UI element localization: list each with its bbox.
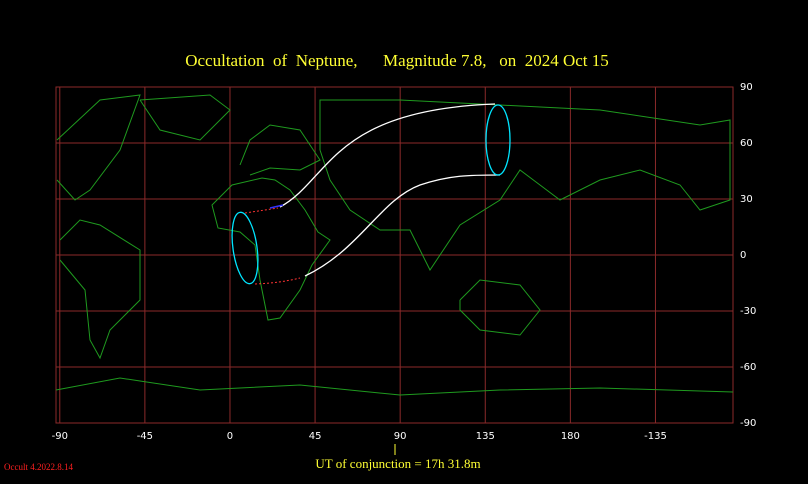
x-tick-label: 0 (227, 431, 233, 442)
y-tick-label: 0 (740, 250, 746, 261)
path-limit-dotted (254, 277, 301, 285)
x-tick-label: -90 (52, 431, 68, 442)
limit-ellipse (485, 104, 511, 176)
limit-ellipse (231, 211, 259, 285)
y-tick-label: 90 (740, 82, 753, 93)
y-tick-label: -60 (740, 362, 756, 373)
path-limit (304, 174, 501, 277)
coastline (239, 124, 321, 176)
x-tick-label: -135 (644, 431, 667, 442)
map-area (55, 86, 734, 424)
y-tick-label: -30 (740, 306, 756, 317)
path-segment (269, 204, 284, 209)
coastline (55, 377, 734, 396)
x-tick-label: 90 (394, 431, 407, 442)
x-tick-label: -45 (137, 431, 153, 442)
path-limit (279, 103, 496, 208)
coastline (211, 177, 331, 321)
x-tick-label: 45 (309, 431, 322, 442)
coastline (139, 94, 231, 141)
chart-title: Occultation of Neptune, Magnitude 7.8, o… (185, 51, 609, 70)
coastlines (55, 94, 734, 396)
y-tick-label: 60 (740, 138, 753, 149)
coastline (319, 99, 731, 271)
coastline (59, 219, 141, 360)
coastline (56, 94, 141, 201)
occultation-path (231, 103, 511, 285)
y-tick-label: -90 (740, 418, 756, 429)
x-tick-label: 180 (561, 431, 580, 442)
annotation: UT of conjunction = 17h 31.8m (315, 456, 480, 471)
footer: Occult 4.2022.8.14 (4, 462, 73, 472)
coastline (459, 279, 541, 336)
y-tick-label: 30 (740, 194, 753, 205)
x-tick-label: 135 (476, 431, 495, 442)
